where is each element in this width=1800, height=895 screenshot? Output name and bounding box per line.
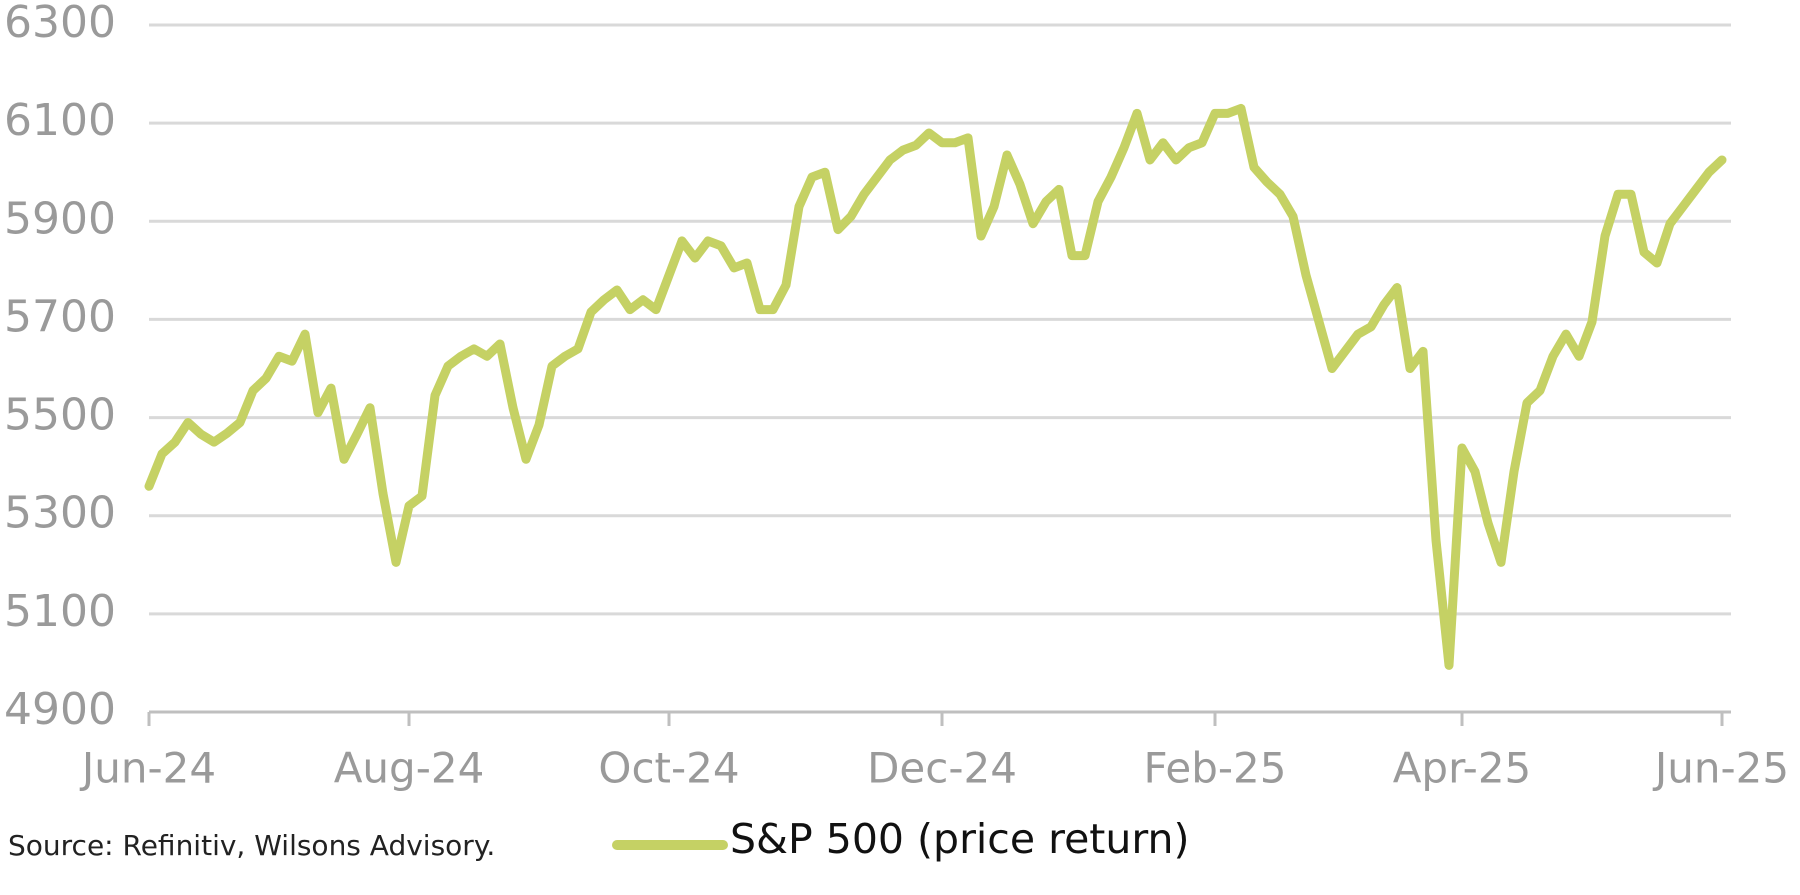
y-tick-label: 5900 [4, 193, 116, 244]
y-tick-label: 5100 [4, 586, 116, 637]
y-tick-label: 6300 [4, 0, 116, 48]
y-tick-label: 5300 [4, 488, 116, 539]
x-tick-label: Jun-24 [79, 744, 216, 793]
legend-label: S&P 500 (price return) [730, 815, 1189, 863]
x-tick-label: Oct-24 [598, 744, 739, 793]
y-tick-label: 4900 [4, 684, 116, 735]
source-note: Source: Refinitiv, Wilsons Advisory. [8, 829, 495, 862]
series-line [144, 103, 1727, 670]
y-tick-label: 5700 [4, 291, 116, 342]
x-tick-label: Dec-24 [867, 744, 1017, 793]
x-tick-label: Apr-25 [1393, 744, 1532, 793]
x-tick-label: Aug-24 [334, 744, 485, 793]
x-tick-label: Jun-25 [1652, 744, 1789, 793]
x-tick-label: Feb-25 [1144, 744, 1287, 793]
y-tick-label: 6100 [4, 95, 116, 146]
y-tick-label: 5500 [4, 390, 116, 441]
